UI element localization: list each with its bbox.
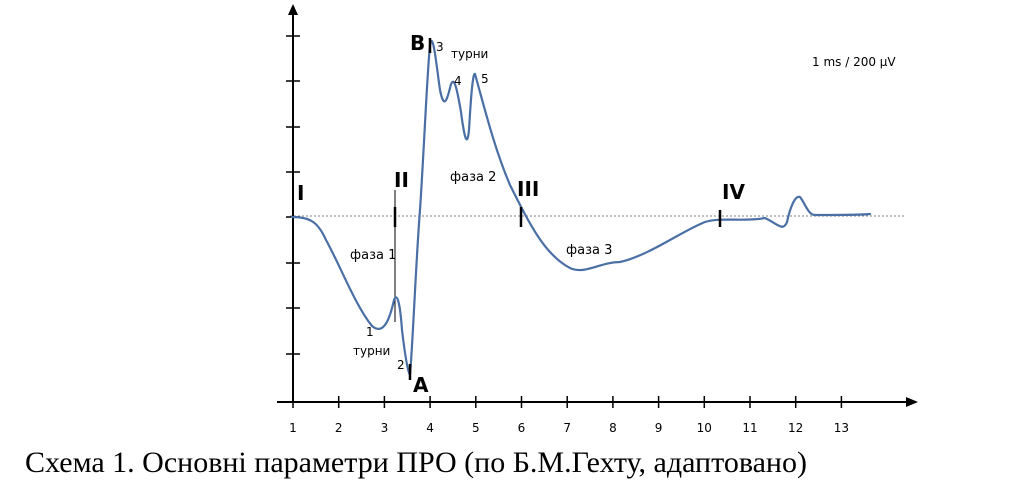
x-tick-label-7: 7 xyxy=(563,421,571,435)
label-roman-iv: IV xyxy=(722,180,745,204)
phase-2-label: фаза 2 xyxy=(450,170,496,185)
phase-markers xyxy=(393,38,722,380)
x-tick-label-11: 11 xyxy=(742,421,757,435)
x-tick-label-12: 12 xyxy=(788,421,803,435)
turns-label-bottom: турни xyxy=(353,344,390,358)
x-tick-label-3: 3 xyxy=(381,421,389,435)
label-point-b: B xyxy=(410,31,425,55)
mup-waveform xyxy=(290,40,872,377)
turn-number-2: 2 xyxy=(397,358,405,372)
turn-number-3: 3 xyxy=(436,40,444,54)
figure-caption: Схема 1. Основні параметри ПРО (по Б.М.Г… xyxy=(25,446,807,479)
x-tick-label-4: 4 xyxy=(426,421,434,435)
x-tick-label-8: 8 xyxy=(609,421,617,435)
x-tick-label-9: 9 xyxy=(655,421,663,435)
phase-1-label: фаза 1 xyxy=(350,248,396,263)
turn-number-4: 4 xyxy=(454,74,462,88)
x-tick-label-6: 6 xyxy=(518,421,526,435)
x-tick-label-2: 2 xyxy=(335,421,343,435)
turn-number-5: 5 xyxy=(481,72,489,86)
x-tick-label-10: 10 xyxy=(697,421,712,435)
y-axis xyxy=(286,4,300,402)
turns-label-top: турни xyxy=(451,47,488,61)
x-axis-ticks: 1 2 3 4 5 6 7 8 9 10 11 12 13 xyxy=(289,396,849,435)
y-axis-arrow xyxy=(288,4,298,15)
label-point-a: A xyxy=(413,373,429,397)
x-tick-label-5: 5 xyxy=(472,421,480,435)
x-axis-arrow xyxy=(906,397,918,407)
scale-label: 1 ms / 200 µV xyxy=(812,55,896,69)
x-tick-label-1: 1 xyxy=(289,421,297,435)
y-axis-ticks xyxy=(286,35,300,355)
phase-3-label: фаза 3 xyxy=(566,243,612,258)
label-roman-iii: III xyxy=(517,177,539,201)
x-axis: 1 2 3 4 5 6 7 8 9 10 11 12 13 xyxy=(277,396,918,435)
x-tick-label-13: 13 xyxy=(834,421,849,435)
label-roman-i: I xyxy=(297,181,304,205)
label-roman-ii: II xyxy=(394,168,409,192)
turn-number-1: 1 xyxy=(366,325,374,339)
